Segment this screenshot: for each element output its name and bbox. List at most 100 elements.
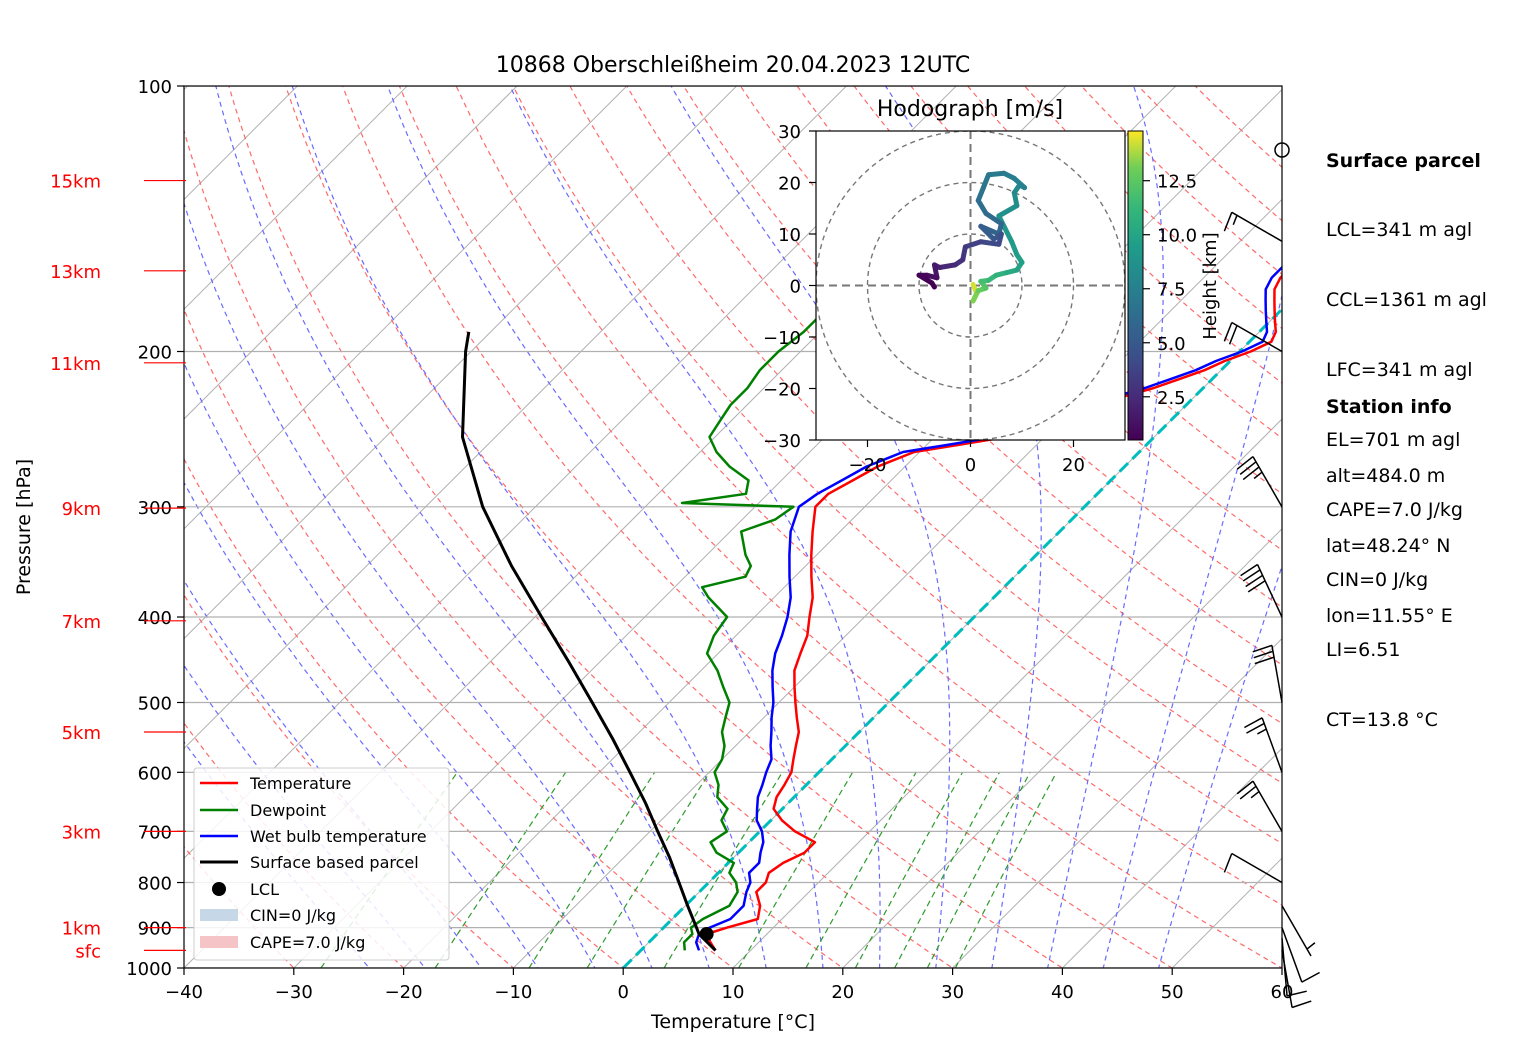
hodograph-x-tick-label: 20 xyxy=(1062,455,1085,476)
wind-barb-staff xyxy=(1256,564,1283,618)
wind-barb-full xyxy=(1240,563,1258,577)
wind-barb-staff xyxy=(1281,905,1312,957)
x-tick-label: 0 xyxy=(617,982,628,1003)
series-line-temperature xyxy=(705,274,1282,952)
pressure-tick-label: 700 xyxy=(138,822,172,843)
moist-adiabat xyxy=(184,481,539,968)
wind-barb-full xyxy=(1223,322,1233,342)
y-axis-label: Pressure [hPa] xyxy=(13,459,35,595)
dry-adiabat xyxy=(398,86,1282,968)
wind-barb-full xyxy=(1301,971,1320,983)
barb-column-marker xyxy=(1274,142,1290,158)
hodograph-segment xyxy=(978,223,997,242)
wind-barb-staff xyxy=(1231,211,1283,242)
wind-barb-full xyxy=(1242,569,1261,582)
dry-adiabat xyxy=(285,86,1064,968)
colorbar-tick-label: 10.0 xyxy=(1157,226,1197,247)
wind-barb-half xyxy=(1250,790,1260,799)
hodograph-x-tick-label: 0 xyxy=(965,455,976,476)
parcel-ccl: CCL=1361 m agl xyxy=(1326,289,1487,312)
hodograph-y-tick-label: 0 xyxy=(790,277,801,298)
x-tick-label: −30 xyxy=(275,982,313,1003)
height-label: 11km xyxy=(50,354,101,375)
wind-barb-half xyxy=(1232,215,1238,225)
pressure-tick-label: 200 xyxy=(138,343,172,364)
wind-barb-full xyxy=(1236,780,1254,795)
wind-barbs xyxy=(1223,211,1320,1009)
hodograph-y-tick-label: 20 xyxy=(778,174,801,195)
hodograph-segment xyxy=(929,280,937,290)
pressure-tick-label: 900 xyxy=(138,919,172,940)
colorbar-tick-label: 5.0 xyxy=(1157,334,1186,355)
station-lon: lon=11.55° E xyxy=(1326,605,1453,628)
wind-barb-staff xyxy=(1281,927,1303,983)
isotherm-line xyxy=(402,88,1282,968)
hodograph-segment xyxy=(983,210,1004,227)
pressure-tick-label: 600 xyxy=(138,763,172,784)
legend-label-lcl: LCL xyxy=(250,880,279,899)
colorbar-ticks: 2.5 5.0 7.5 10.0 12.5 xyxy=(1143,172,1197,409)
x-tick-label: −10 xyxy=(494,982,532,1003)
wind-barb-full xyxy=(1242,466,1260,481)
dry-adiabat xyxy=(184,128,844,968)
height-label: 13km xyxy=(50,262,101,283)
x-tick-label: 30 xyxy=(941,982,964,1003)
pressure-tick-label: 400 xyxy=(138,608,172,629)
wind-barb-staff xyxy=(1231,852,1283,884)
hodograph-y-tick-label: −30 xyxy=(763,431,801,452)
colorbar-tick-label: 2.5 xyxy=(1157,388,1186,409)
legend-swatch-lcl xyxy=(212,882,226,896)
hodograph-ticks: −20 0 20 30 20 10 0 −10 −20 −30 xyxy=(763,122,1085,476)
isotherm-line xyxy=(184,86,628,530)
wind-barb-half xyxy=(1257,728,1267,735)
parcel-ct: CT=13.8 °C xyxy=(1326,708,1438,731)
mixing-ratio-line xyxy=(926,772,1031,968)
x-tick-label: −40 xyxy=(165,982,203,1003)
wind-barb-full xyxy=(1228,325,1238,345)
x-axis-label: Temperature [°C] xyxy=(650,1011,815,1033)
dry-adiabat xyxy=(184,457,625,968)
station-alt: alt=484.0 m xyxy=(1326,465,1446,488)
hodograph-x-tick-label: −20 xyxy=(849,455,887,476)
wind-barb-full xyxy=(1244,717,1263,729)
height-label: 3km xyxy=(62,822,101,843)
moist-adiabat xyxy=(1102,293,1282,968)
wind-barb-full xyxy=(1254,656,1275,665)
height-label: 9km xyxy=(62,499,101,520)
height-label: 5km xyxy=(62,723,101,744)
pressure-tick-label: 1000 xyxy=(126,959,172,980)
pressure-tick-label: 500 xyxy=(138,693,172,714)
x-tick-label: 60 xyxy=(1271,982,1294,1003)
isotherm-line xyxy=(184,86,738,640)
x-tick-label: 10 xyxy=(722,982,745,1003)
dry-adiabat xyxy=(184,307,734,968)
legend-label-dewpoint: Dewpoint xyxy=(250,801,326,820)
mixing-ratio-line xyxy=(738,771,854,968)
moist-adiabat xyxy=(1046,86,1164,968)
hodograph-segment xyxy=(962,239,984,250)
wind-barb-full xyxy=(1223,212,1233,232)
wind-barb-full xyxy=(1246,722,1265,734)
series-line-dewpoint xyxy=(680,180,918,951)
wind-barb-full xyxy=(1245,574,1263,588)
mixing-ratio-line xyxy=(805,772,917,968)
colorbar-tick-label: 7.5 xyxy=(1157,280,1186,301)
height-label: 15km xyxy=(50,172,101,193)
height-label: sfc xyxy=(75,941,101,962)
hodograph-y-tick-label: 10 xyxy=(778,225,801,246)
dry-adiabat xyxy=(512,86,1282,845)
legend-label-cin: CIN=0 J/kg xyxy=(250,906,336,925)
wind-barb-staff xyxy=(1261,717,1283,773)
legend-swatch-cin xyxy=(200,909,238,921)
station-lat: lat=48.24° N xyxy=(1326,535,1451,558)
moist-adiabat xyxy=(670,86,951,968)
height-label: 1km xyxy=(62,919,101,940)
wind-barb-full xyxy=(1223,853,1233,873)
colorbar xyxy=(1127,130,1144,441)
isotherm-line xyxy=(842,528,1282,968)
hodograph-y-tick-label: −10 xyxy=(763,328,801,349)
legend: Temperature Dewpoint Wet bulb temperatur… xyxy=(193,767,450,961)
wind-barb-staff xyxy=(1252,456,1283,508)
isotherm-line xyxy=(184,86,408,310)
